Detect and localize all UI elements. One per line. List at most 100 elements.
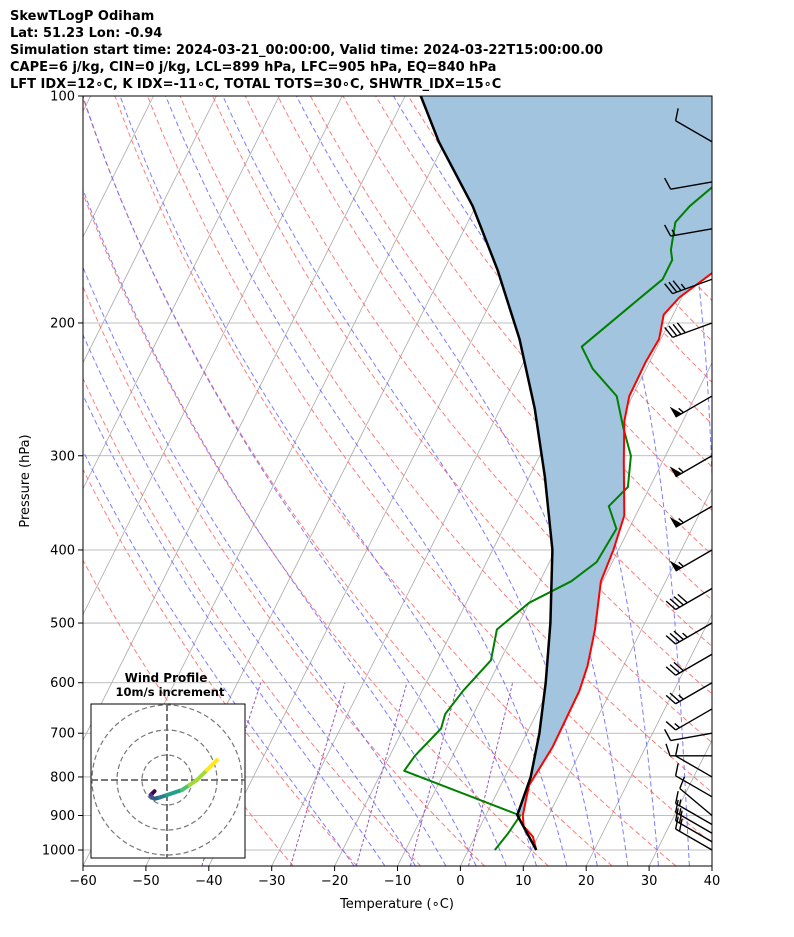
y-tick-label: 900 <box>50 809 75 824</box>
barb-half <box>682 632 688 638</box>
wind-barb <box>665 653 713 676</box>
barb-half <box>678 407 684 414</box>
barb-full <box>665 694 677 705</box>
barb-half <box>678 467 684 473</box>
barb-half <box>678 694 684 700</box>
x-tick-label: −40 <box>195 874 222 889</box>
barb-full <box>678 818 683 832</box>
barb-staff <box>670 228 713 237</box>
wind-barb <box>679 776 713 817</box>
barb-half <box>678 799 682 806</box>
wind-barb <box>674 763 713 798</box>
wind-barb <box>674 790 713 826</box>
dry-adiabat <box>179 96 712 793</box>
isotherm <box>711 865 712 866</box>
x-tick-label: 30 <box>641 874 658 889</box>
dry-adiabat <box>147 96 712 845</box>
barb-staff <box>675 653 713 676</box>
x-tick-label: 40 <box>704 874 721 889</box>
barb-flag <box>669 406 682 418</box>
mixing-ratio-line <box>409 682 459 866</box>
dry-adiabat <box>83 377 422 866</box>
hodograph-frame <box>90 703 246 859</box>
barb-full <box>674 816 679 830</box>
dry-adiabat <box>375 96 712 512</box>
stability-indices: CAPE=6 j/kg, CIN=0 j/kg, LCL=899 hPa, LF… <box>10 60 497 75</box>
moist-adiabat <box>83 449 355 866</box>
hodograph-title: Wind Profile <box>125 671 208 685</box>
barb-staff <box>675 775 713 798</box>
wind-barb <box>669 505 713 528</box>
y-tick-label: 800 <box>50 770 75 785</box>
dry-adiabat <box>83 285 485 866</box>
x-tick-label: 20 <box>578 874 595 889</box>
isotherm <box>460 361 712 866</box>
isotherm <box>83 96 217 364</box>
barb-full <box>665 666 677 676</box>
thermo-indices: LFT IDX=12∘C, K IDX=-11∘C, TOTAL TOTS=30… <box>10 77 502 92</box>
x-tick-label: −30 <box>258 874 285 889</box>
barb-half <box>678 518 684 524</box>
wind-barb <box>664 278 713 295</box>
isotherm <box>585 613 712 866</box>
barb-full <box>663 177 672 190</box>
barb-full <box>672 323 682 335</box>
wind-barb <box>674 808 713 843</box>
barb-staff <box>675 549 713 572</box>
barb-full <box>674 763 679 776</box>
barb-staff <box>679 787 713 817</box>
barb-full <box>676 322 686 334</box>
barb-full <box>674 743 679 757</box>
barb-staff <box>675 395 713 418</box>
barb-staff <box>670 181 713 190</box>
barb-full <box>674 808 679 821</box>
isotherm <box>83 96 154 238</box>
barb-staff <box>675 802 713 826</box>
barb-staff <box>675 828 713 851</box>
barb-staff <box>675 755 713 778</box>
barb-full <box>664 283 674 295</box>
cape-area <box>420 96 712 816</box>
moist-adiabat <box>295 96 629 866</box>
barb-full <box>663 729 672 741</box>
hodograph-subtitle: 10m/s increment <box>116 685 225 699</box>
barb-full <box>674 790 679 804</box>
isotherm <box>83 96 406 742</box>
dry-adiabat <box>114 96 677 866</box>
moist-adiabat <box>165 96 568 866</box>
barb-flag <box>669 560 682 571</box>
simulation-time: Simulation start time: 2024-03-21_00:00:… <box>10 43 603 58</box>
barb-full <box>672 280 682 291</box>
wind-barb <box>664 322 713 339</box>
hodograph-segment <box>195 768 209 782</box>
mixing-ratio-line <box>290 682 346 866</box>
mixing-ratio-line <box>355 682 408 866</box>
barb-half <box>674 722 680 729</box>
barb-full <box>674 799 679 813</box>
wind-barb <box>665 682 713 705</box>
barb-full <box>665 600 677 611</box>
y-tick-label: 200 <box>50 316 75 331</box>
wind-barb <box>665 743 712 757</box>
barb-staff <box>675 682 713 705</box>
barb-staff <box>670 732 713 742</box>
barb-full <box>677 593 688 604</box>
dry-adiabat <box>83 192 549 866</box>
y-tick-label: 600 <box>50 676 75 691</box>
isotherm <box>83 96 343 616</box>
barb-full <box>669 664 680 674</box>
wind-barb <box>674 108 713 143</box>
barb-full <box>668 281 678 293</box>
moist-adiabat <box>83 187 477 866</box>
header: SkewTLogP Odiham Lat: 51.23 Lon: -0.94 S… <box>10 8 603 93</box>
barb-full <box>679 776 686 789</box>
dewpoint-line <box>403 186 712 851</box>
barb-staff <box>675 622 713 645</box>
wind-barb <box>663 729 713 742</box>
barb-full <box>664 327 674 338</box>
barb-staff <box>672 322 713 339</box>
barb-staff <box>675 587 713 611</box>
barb-half <box>678 808 682 815</box>
barb-half <box>680 283 686 290</box>
barb-full <box>678 810 683 824</box>
